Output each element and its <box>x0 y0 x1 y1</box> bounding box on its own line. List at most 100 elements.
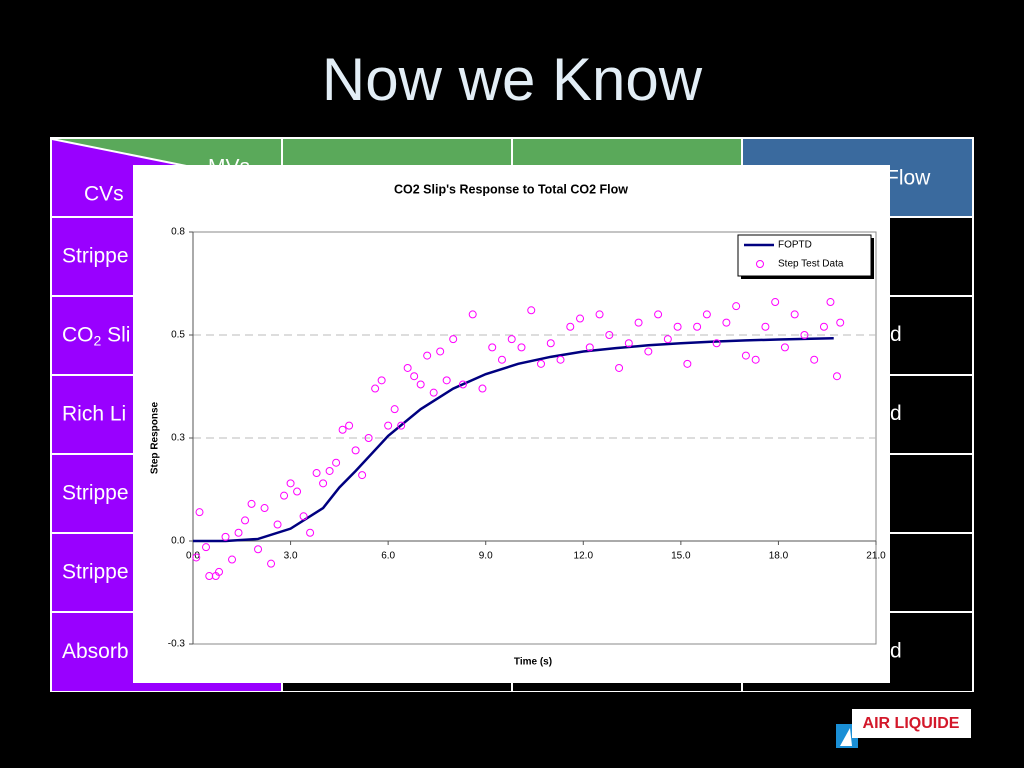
data-point <box>293 487 302 496</box>
data-point <box>497 355 506 364</box>
data-point <box>624 339 633 348</box>
data-point <box>449 335 458 344</box>
data-point <box>260 504 269 513</box>
data-point <box>325 466 334 475</box>
data-point <box>312 469 321 478</box>
data-point <box>702 310 711 319</box>
data-point <box>732 302 741 311</box>
data-point <box>364 434 373 442</box>
data-point <box>410 372 419 381</box>
data-point <box>403 363 412 372</box>
data-point <box>478 384 487 393</box>
data-point <box>836 318 845 327</box>
data-point <box>202 543 211 552</box>
data-point <box>286 479 295 488</box>
data-point <box>712 339 721 348</box>
data-point <box>780 343 789 352</box>
data-point <box>254 545 263 554</box>
data-point <box>507 335 516 344</box>
data-point <box>423 351 432 360</box>
data-point <box>634 318 643 327</box>
data-point <box>234 528 243 537</box>
row-label: Strippe <box>62 244 129 267</box>
data-point <box>345 421 354 430</box>
logo-text: AIR LIQUIDE <box>863 715 960 732</box>
y-tick-label: 0.5 <box>171 330 185 341</box>
data-point <box>751 355 760 364</box>
data-point <box>332 458 341 467</box>
data-point <box>722 318 731 327</box>
data-point <box>273 520 282 529</box>
legend-label: Step Test Data <box>778 259 844 270</box>
data-point <box>241 516 250 525</box>
legend-label: FOPTD <box>778 240 812 251</box>
data-point <box>546 339 555 348</box>
data-point <box>306 528 315 537</box>
row-label-text: CO <box>62 323 94 346</box>
data-point <box>416 380 425 389</box>
data-point <box>442 376 451 385</box>
x-tick-label: 12.0 <box>574 551 594 562</box>
row-label: Strippe <box>62 481 129 504</box>
logo-icon-mark <box>840 728 852 746</box>
data-point <box>556 355 565 364</box>
data-point <box>468 310 477 319</box>
x-tick-label: 18.0 <box>769 551 789 562</box>
x-tick-label: 21.0 <box>866 551 886 562</box>
data-point <box>790 310 799 319</box>
legend-box <box>737 234 872 277</box>
data-point <box>436 347 445 356</box>
row-last-cell: d <box>890 640 902 663</box>
data-point <box>377 376 386 385</box>
data-point <box>810 355 819 364</box>
legend-symbol <box>756 260 764 268</box>
x-axis-label: Time (s) <box>514 657 552 668</box>
data-point <box>429 388 438 397</box>
row-label-subscript: 2 <box>94 332 102 348</box>
x-tick-label: 15.0 <box>671 551 691 562</box>
row-label-text: Rich Li <box>62 402 126 425</box>
data-point <box>195 508 204 517</box>
data-point <box>673 322 682 331</box>
data-point <box>215 567 224 576</box>
data-point <box>654 310 663 319</box>
data-point <box>371 384 380 393</box>
data-point <box>832 372 841 381</box>
x-tick-label: 3.0 <box>284 551 298 562</box>
row-label: Strippe <box>62 560 129 583</box>
y-tick-label: -0.3 <box>168 639 186 650</box>
data-point <box>644 347 653 356</box>
row-label-text: Strippe <box>62 244 129 267</box>
data-point <box>605 331 614 339</box>
row-label-text: Absorb <box>62 640 129 663</box>
y-tick-label: 0.3 <box>171 433 185 444</box>
data-point <box>358 471 367 480</box>
data-point <box>826 298 835 307</box>
data-point <box>819 322 828 331</box>
data-point <box>247 499 256 508</box>
row-label-rest: Sli <box>101 323 130 346</box>
data-point <box>517 343 526 352</box>
data-point <box>319 479 328 488</box>
row-label-text: Strippe <box>62 560 129 583</box>
data-point <box>299 512 308 521</box>
row-last-cell: d <box>890 402 902 425</box>
data-point <box>221 532 230 541</box>
y-axis-label: Step Response <box>150 401 161 474</box>
row-label-text: Strippe <box>62 481 129 504</box>
data-point <box>693 322 702 331</box>
data-point <box>683 359 692 368</box>
x-tick-label: 6.0 <box>381 551 395 562</box>
data-point <box>527 306 536 315</box>
data-point <box>390 405 399 414</box>
data-point <box>397 421 406 430</box>
data-point <box>663 335 672 344</box>
y-tick-label: 0.0 <box>171 536 185 547</box>
data-point <box>267 559 276 568</box>
row-label: CO2 Sli <box>62 323 130 348</box>
slide-title: Now we Know <box>322 46 703 113</box>
data-point <box>585 343 594 352</box>
data-point <box>761 322 770 331</box>
